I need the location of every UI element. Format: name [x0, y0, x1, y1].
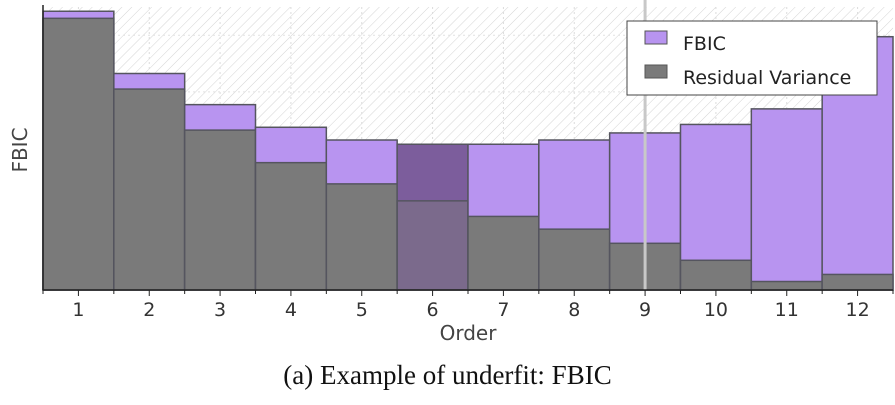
x-tick-label-2: 2	[143, 299, 155, 321]
x-tick-label-10: 10	[704, 299, 728, 321]
y-axis-title: FBIC	[8, 127, 32, 172]
bar-fbic-11	[750, 108, 823, 291]
bar-fbic-6	[396, 143, 469, 291]
bar-residual-2	[113, 88, 186, 291]
legend-swatch-fbic	[644, 30, 668, 45]
x-tick-label-3: 3	[214, 299, 226, 321]
x-tick-label-8: 8	[568, 299, 580, 321]
bar-residual-11	[750, 280, 823, 291]
x-tick-label-7: 7	[497, 299, 509, 321]
x-tick-label-9: 9	[639, 299, 651, 321]
x-tick-labels: 1 2 3 4 5 6 7 8 9 10 11 12	[72, 299, 869, 321]
bar-residual-4	[254, 161, 328, 291]
fbic-chart: 1 2 3 4 5 6 7 8 9 10 11 12 Order FBIC FBIC Residual…	[8, 0, 894, 345]
x-tick-label-11: 11	[775, 299, 799, 321]
x-tick-label-5: 5	[356, 299, 368, 321]
legend-label-residual: Residual Variance	[683, 67, 851, 89]
bar-residual-5	[325, 183, 398, 291]
legend-label-fbic: FBIC	[683, 33, 726, 55]
bar-residual-6	[396, 200, 469, 291]
bar-residual-10	[679, 259, 753, 291]
x-tick-label-6: 6	[427, 299, 439, 321]
figure-caption: (a) Example of underfit: FBIC	[283, 360, 612, 390]
legend-swatch-residual	[644, 64, 668, 79]
bar-residual-1	[42, 17, 115, 291]
bar-residual-7	[467, 215, 540, 291]
x-tick-label-4: 4	[285, 299, 297, 321]
x-tick-label-1: 1	[72, 299, 84, 321]
x-axis-title: Order	[440, 321, 498, 345]
axes-group	[42, 5, 894, 296]
legend: FBIC Residual Variance	[626, 20, 878, 96]
x-tick-label-12: 12	[845, 299, 869, 321]
bar-residual-3	[183, 129, 257, 291]
legend-box	[626, 20, 878, 96]
bar-residual-12	[821, 273, 894, 291]
bar-residual-8	[538, 228, 611, 291]
